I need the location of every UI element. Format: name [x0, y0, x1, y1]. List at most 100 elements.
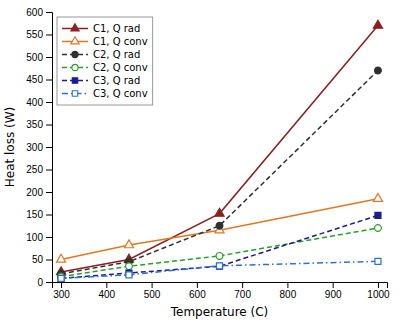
tick-mark: [61, 282, 62, 288]
tick-mark: [46, 192, 52, 193]
line: [61, 26, 378, 273]
tick: 400: [98, 282, 115, 300]
tick: 300: [53, 282, 70, 300]
series: [58, 225, 382, 280]
tick-label: 300: [26, 142, 43, 153]
tick-label: 350: [26, 119, 43, 130]
legend-label: C2, Q rad: [93, 49, 140, 60]
x-axis-title: Temperature (C): [170, 305, 269, 319]
legend-entry: C1, Q rad: [62, 23, 140, 34]
tick-mark: [197, 282, 198, 288]
legend-label: C3, Q conv: [93, 88, 148, 99]
tick-label: 800: [280, 289, 297, 300]
marker: [373, 20, 382, 28]
marker: [373, 193, 382, 201]
tick: 500: [26, 52, 52, 63]
series: [58, 212, 381, 281]
tick-label: 700: [234, 289, 251, 300]
legend-entry: C2, Q conv: [62, 62, 148, 73]
tick-mark: [46, 215, 52, 216]
tick-mark: [46, 170, 52, 171]
legend-frame: [57, 17, 153, 105]
tick-label: 250: [26, 164, 43, 175]
tick-label: 400: [98, 289, 115, 300]
tick-label: 0: [37, 277, 43, 288]
tick-label: 1000: [367, 289, 390, 300]
tick-label: 500: [26, 52, 43, 63]
tick: 350: [26, 119, 52, 130]
plot: 3004005006007008009001000050100150200250…: [26, 7, 390, 300]
axis-line: [46, 13, 53, 283]
tick-mark: [287, 282, 288, 288]
marker: [126, 272, 132, 278]
line: [61, 261, 378, 278]
chart: 3004005006007008009001000050100150200250…: [0, 0, 401, 322]
legend-label: C3, Q rad: [93, 75, 140, 86]
tick-label: 600: [26, 7, 43, 18]
legend: C1, Q rad C1, Q conv C2, Q rad C2, Q conv C3…: [57, 17, 153, 105]
tick-label: 200: [26, 187, 43, 198]
tick-mark: [46, 260, 52, 261]
marker: [375, 258, 381, 264]
tick-label: 450: [26, 74, 43, 85]
marker: [215, 208, 224, 216]
tick: 700: [234, 282, 251, 300]
tick-mark: [46, 282, 52, 283]
tick-label: 600: [189, 289, 206, 300]
marker: [217, 263, 223, 269]
tick-label: 300: [53, 289, 70, 300]
tick-mark: [46, 12, 52, 13]
tick-label: 550: [26, 29, 43, 40]
line: [61, 215, 378, 278]
tick-label: 900: [325, 289, 342, 300]
series: [56, 193, 382, 262]
legend-marker: [72, 64, 78, 70]
tick: 500: [144, 282, 161, 300]
legend-entry: C1, Q conv: [62, 36, 148, 47]
marker: [126, 263, 133, 270]
tick: 600: [26, 7, 52, 18]
marker: [375, 225, 382, 232]
tick-mark: [46, 237, 52, 238]
tick: 150: [26, 209, 52, 220]
tick: 800: [280, 282, 297, 300]
tick: 450: [26, 74, 52, 85]
tick-mark: [152, 282, 153, 288]
marker: [375, 67, 382, 74]
tick-label: 150: [26, 209, 43, 220]
tick: 250: [26, 164, 52, 175]
legend-marker: [72, 78, 77, 83]
tick-mark: [46, 57, 52, 58]
axis-line: [53, 283, 388, 289]
tick-label: 500: [144, 289, 161, 300]
legend-label: C1, Q rad: [93, 23, 140, 34]
y-axis-title: Heat loss (W): [3, 107, 17, 188]
legend-entry: C2, Q rad: [62, 49, 140, 60]
legend-marker: [71, 37, 79, 44]
legend-entry: C3, Q conv: [62, 88, 148, 99]
marker: [124, 240, 133, 248]
tick-mark: [106, 282, 107, 288]
tick: 100: [26, 232, 52, 243]
series: [58, 258, 381, 281]
tick-mark: [378, 282, 379, 288]
tick: 400: [26, 97, 52, 108]
tick: 0: [37, 277, 52, 288]
marker: [58, 275, 64, 281]
tick: 600: [189, 282, 206, 300]
marker: [216, 222, 223, 229]
line: [61, 199, 378, 260]
marker: [375, 212, 381, 218]
x-axis: 300 400 500 600 700 800 900 1000: [53, 282, 391, 300]
marker: [56, 254, 65, 262]
marker: [217, 263, 223, 269]
tick: 300: [26, 142, 52, 153]
legend-marker: [72, 51, 78, 57]
legend-label: C2, Q conv: [93, 62, 148, 73]
tick-mark: [46, 35, 52, 36]
legend-marker: [71, 24, 79, 31]
legend-marker: [72, 91, 77, 96]
tick-label: 400: [26, 97, 43, 108]
marker: [58, 275, 64, 281]
marker: [216, 253, 223, 260]
